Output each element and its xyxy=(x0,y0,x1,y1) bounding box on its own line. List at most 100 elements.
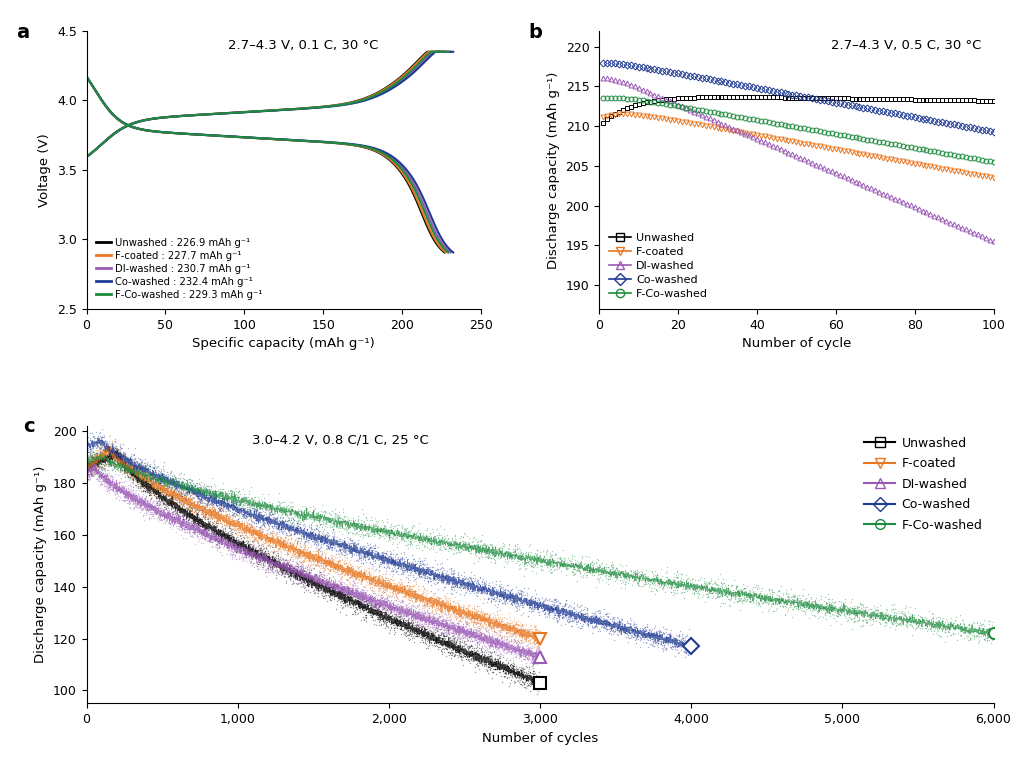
Point xyxy=(376,602,392,615)
Point xyxy=(505,639,522,652)
Point xyxy=(426,589,442,601)
Point xyxy=(291,568,308,581)
Point xyxy=(673,568,689,581)
Point xyxy=(594,564,610,577)
Point xyxy=(359,584,375,597)
Point xyxy=(480,612,496,625)
Point xyxy=(121,463,138,475)
Point xyxy=(264,530,280,542)
Point xyxy=(663,585,680,598)
Point xyxy=(378,606,394,618)
Point xyxy=(494,589,511,601)
Point xyxy=(742,596,758,608)
Point xyxy=(526,638,542,650)
Point xyxy=(529,673,545,685)
Point xyxy=(214,527,230,540)
Point xyxy=(444,617,461,629)
Point xyxy=(165,515,181,527)
Point xyxy=(928,617,945,629)
Point xyxy=(389,601,406,614)
Point xyxy=(302,574,318,587)
Point xyxy=(119,463,136,475)
Point xyxy=(211,512,227,524)
Point xyxy=(413,620,429,632)
Point xyxy=(771,590,788,602)
Point xyxy=(264,563,280,575)
Point xyxy=(593,563,609,575)
Point xyxy=(377,523,393,535)
Point xyxy=(91,452,107,465)
Point xyxy=(387,583,404,595)
Point xyxy=(566,609,582,621)
Point xyxy=(647,634,663,646)
Point xyxy=(129,464,146,476)
Point xyxy=(405,599,421,611)
Point xyxy=(115,491,131,503)
Point xyxy=(693,579,709,591)
Point xyxy=(124,473,141,485)
Point xyxy=(611,570,628,583)
Point xyxy=(419,604,435,617)
Point xyxy=(441,638,458,650)
Point xyxy=(212,535,228,547)
Point xyxy=(485,592,501,604)
Point xyxy=(510,625,526,638)
Point xyxy=(500,641,517,653)
Point xyxy=(490,654,506,666)
Point xyxy=(133,475,150,488)
Point xyxy=(813,602,829,615)
Point xyxy=(395,615,412,628)
Point xyxy=(649,579,665,591)
Point xyxy=(393,600,410,612)
Point xyxy=(321,570,337,583)
Point xyxy=(144,472,160,484)
Point xyxy=(142,500,158,512)
Point xyxy=(395,562,412,574)
Point xyxy=(490,594,506,607)
Point xyxy=(354,568,370,581)
Point xyxy=(87,458,103,471)
Point xyxy=(88,463,104,475)
Point xyxy=(400,526,417,538)
Point xyxy=(404,557,420,569)
Point xyxy=(517,582,533,594)
Point xyxy=(646,634,662,646)
Point xyxy=(391,615,408,627)
Point xyxy=(213,521,229,533)
Point xyxy=(156,501,172,513)
Point xyxy=(326,577,342,590)
Point xyxy=(108,448,124,461)
Point xyxy=(282,500,299,512)
Point xyxy=(464,649,480,661)
Point xyxy=(361,567,377,580)
Point xyxy=(357,524,373,536)
Point xyxy=(201,488,217,500)
Point xyxy=(379,576,395,588)
Point xyxy=(506,660,523,673)
Point xyxy=(447,622,464,635)
Point xyxy=(139,455,155,468)
Point xyxy=(784,598,800,610)
Point xyxy=(447,543,464,556)
Point xyxy=(129,501,146,513)
Point xyxy=(353,549,369,561)
Point xyxy=(187,486,204,499)
Point xyxy=(347,539,364,551)
Point xyxy=(152,489,168,502)
Point xyxy=(221,520,237,533)
Point xyxy=(905,622,921,635)
Point xyxy=(405,608,421,620)
Point xyxy=(246,509,262,522)
Point xyxy=(429,577,445,590)
Point xyxy=(117,450,133,462)
Point xyxy=(221,516,237,529)
Point xyxy=(350,567,366,579)
Point xyxy=(302,533,318,545)
Point xyxy=(270,555,286,567)
Point xyxy=(324,554,340,567)
Point xyxy=(652,577,668,590)
Point xyxy=(187,480,204,492)
Point xyxy=(210,512,226,524)
Point xyxy=(166,482,182,494)
Point xyxy=(630,625,646,637)
